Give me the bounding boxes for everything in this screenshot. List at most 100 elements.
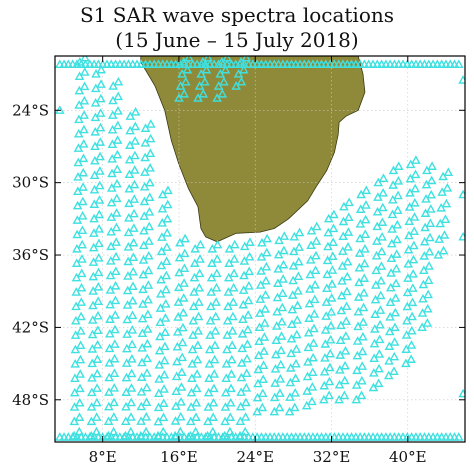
spectra-location-marker (179, 248, 190, 258)
spectra-location-marker (393, 190, 403, 200)
spectra-location-marker (187, 359, 198, 368)
spectra-location-marker (75, 354, 86, 364)
spectra-location-marker (319, 366, 330, 376)
spectra-location-marker (285, 392, 295, 401)
spectra-location-marker (108, 95, 118, 105)
spectra-location-marker (227, 354, 237, 364)
spectra-location-marker (103, 416, 114, 425)
spectra-location-marker (356, 390, 367, 400)
spectra-location-marker (138, 255, 149, 264)
spectra-location-marker (137, 357, 147, 367)
spectra-location-marker (384, 341, 395, 350)
spectra-location-marker (159, 355, 170, 365)
spectra-location-marker (241, 56, 251, 62)
spectra-location-marker (419, 265, 429, 274)
spectra-location-marker (228, 282, 239, 292)
spectra-location-marker (112, 135, 123, 144)
spectra-location-marker (145, 148, 156, 158)
spectra-location-marker (211, 297, 221, 306)
spectra-location-marker (255, 294, 266, 303)
spectra-location-marker (258, 360, 269, 369)
spectra-location-marker (130, 150, 140, 160)
spectra-location-marker (124, 154, 135, 164)
spectra-location-marker (321, 311, 331, 320)
spectra-location-marker (336, 320, 346, 330)
spectra-location-marker (305, 269, 316, 279)
spectra-location-marker (162, 199, 173, 209)
spectra-location-marker (323, 213, 334, 223)
spectra-location-marker (389, 337, 400, 346)
spectra-location-marker (293, 285, 303, 295)
spectra-location-marker (370, 324, 380, 333)
spectra-location-marker (196, 69, 206, 78)
spectra-location-marker (104, 358, 115, 367)
spectra-location-marker (391, 249, 402, 258)
spectra-location-marker (407, 297, 418, 307)
spectra-location-marker (355, 218, 366, 228)
spectra-location-marker (155, 331, 165, 341)
spectra-location-marker (355, 233, 365, 243)
spectra-location-marker (92, 383, 102, 392)
spectra-location-marker (439, 230, 450, 239)
spectra-location-marker (125, 111, 136, 120)
spectra-location-marker (113, 91, 123, 101)
spectra-location-marker (253, 350, 264, 360)
spectra-location-marker (319, 394, 329, 404)
spectra-location-marker (311, 221, 322, 231)
spectra-location-marker (213, 81, 224, 90)
spectra-location-marker (95, 151, 105, 161)
spectra-location-marker (390, 322, 400, 332)
spectra-location-marker (128, 237, 139, 247)
spectra-location-marker (109, 368, 120, 378)
spectra-location-marker (125, 125, 135, 135)
spectra-location-marker (189, 272, 200, 282)
spectra-location-marker (378, 173, 389, 183)
spectra-location-marker (406, 354, 416, 363)
spectra-location-marker (274, 235, 284, 245)
spectra-location-marker (454, 432, 464, 441)
spectra-location-marker (212, 254, 222, 263)
spectra-location-marker (309, 309, 320, 318)
spectra-location-marker (211, 282, 222, 292)
spectra-location-marker (276, 331, 287, 340)
spectra-location-marker (255, 280, 266, 289)
spectra-location-marker (204, 359, 215, 368)
spectra-location-marker (334, 379, 345, 389)
spectra-location-marker (125, 140, 135, 149)
spectra-location-marker (310, 279, 320, 289)
spectra-location-marker (173, 297, 184, 306)
spectra-location-marker (278, 259, 289, 269)
spectra-location-marker (143, 265, 154, 275)
spectra-location-marker (235, 401, 246, 411)
spectra-location-marker (139, 225, 149, 235)
spectra-location-marker (130, 121, 141, 131)
spectra-location-marker (271, 349, 281, 359)
spectra-location-marker (107, 124, 118, 134)
spectra-location-marker (434, 234, 445, 243)
spectra-location-marker (343, 212, 354, 221)
spectra-location-marker (79, 81, 90, 91)
spectra-location-marker (370, 309, 380, 319)
spectra-location-marker (301, 400, 312, 410)
spectra-location-marker (373, 177, 384, 187)
spectra-location-marker (238, 299, 249, 309)
spectra-location-marker (223, 287, 234, 296)
spectra-location-marker (425, 232, 435, 242)
spectra-location-marker (302, 371, 313, 381)
spectra-location-marker (409, 212, 420, 221)
x-tick-label: 32°E (313, 448, 351, 466)
spectra-location-marker (161, 256, 172, 266)
spectra-location-marker (225, 397, 236, 407)
spectra-location-marker (111, 266, 121, 275)
spectra-location-marker (260, 304, 270, 313)
spectra-location-marker (122, 329, 132, 338)
spectra-location-marker (401, 358, 411, 368)
spectra-location-marker (90, 155, 100, 165)
spectra-location-marker (178, 307, 189, 317)
spectra-location-marker (174, 267, 184, 277)
spectra-location-marker (175, 237, 185, 247)
spectra-location-marker (353, 306, 364, 316)
spectra-location-marker (438, 245, 449, 255)
spectra-location-marker (337, 261, 348, 270)
spectra-location-marker (419, 236, 430, 246)
